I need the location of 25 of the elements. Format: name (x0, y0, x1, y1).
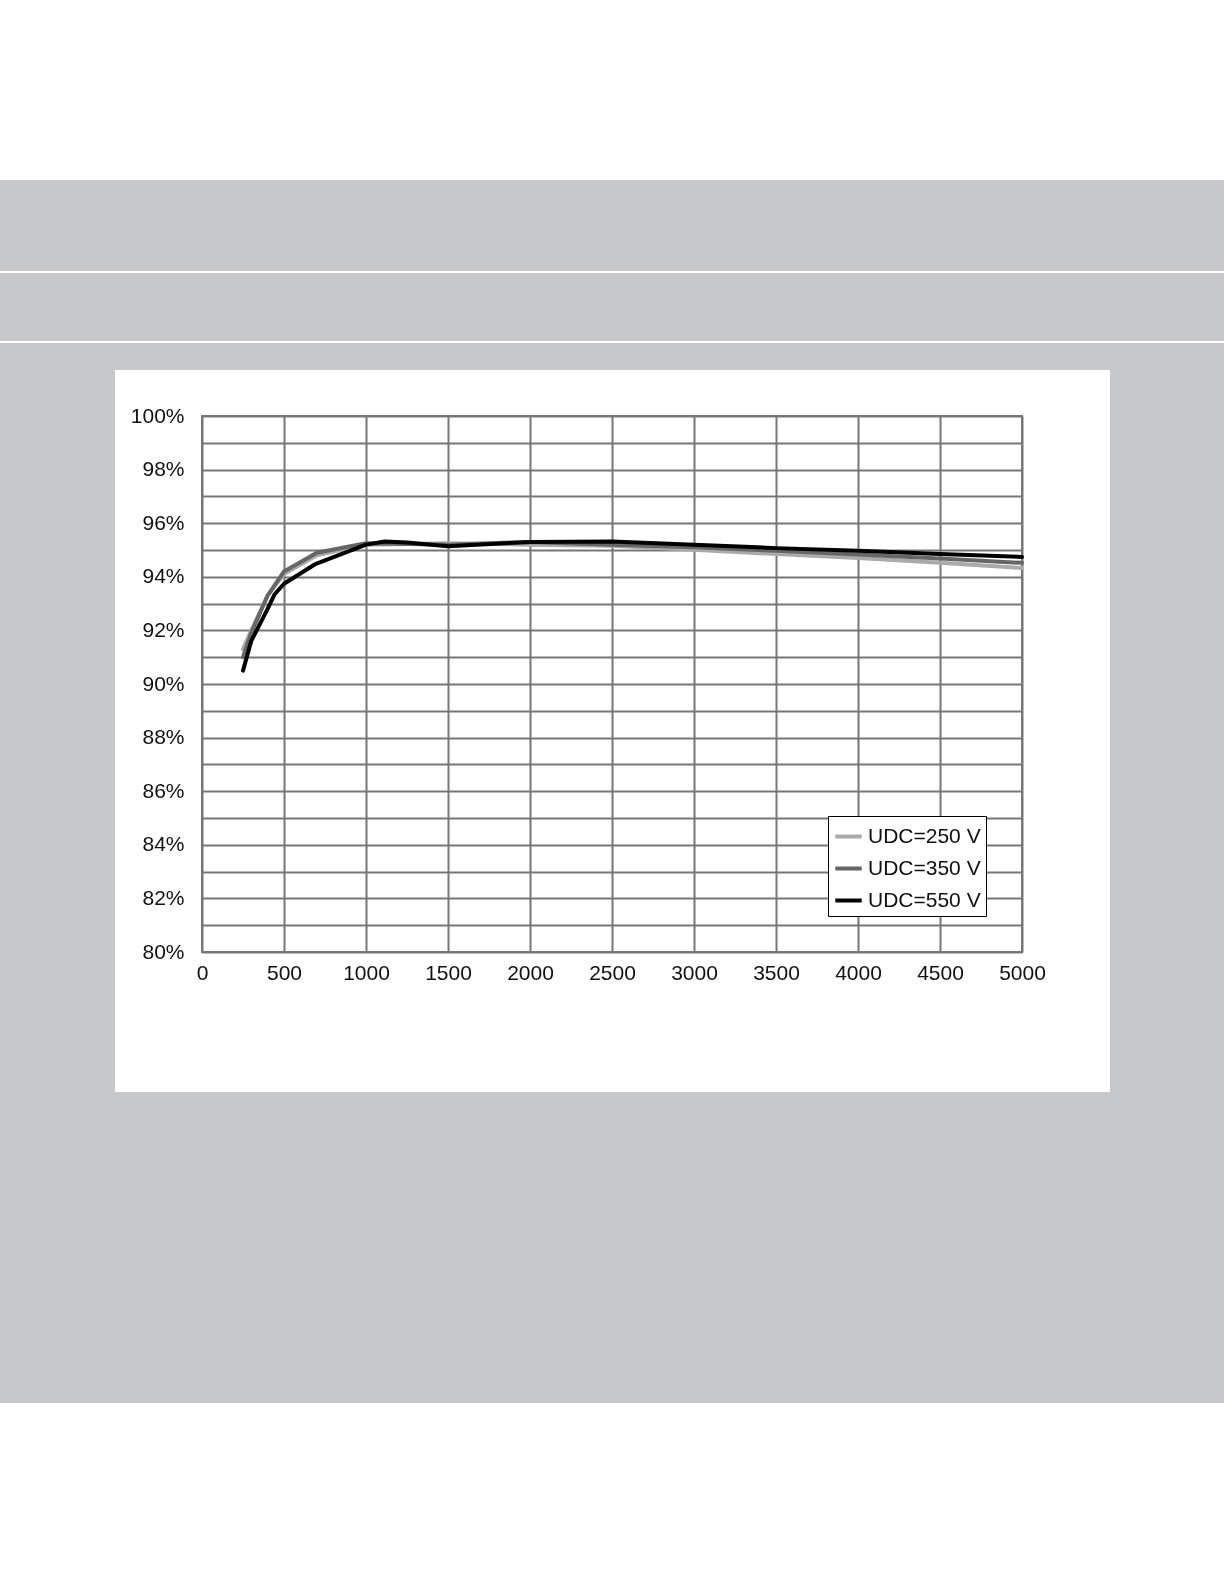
x-tick-label: 2000 (507, 960, 554, 984)
y-tick-label: 86% (142, 778, 185, 802)
y-tick-label: 84% (142, 832, 185, 856)
y-tick-label: 98% (142, 457, 185, 481)
x-tick-label: 3000 (671, 960, 718, 984)
y-tick-label: 88% (142, 725, 185, 749)
x-tick-label: 0 (196, 960, 209, 984)
x-tick-label: 500 (266, 960, 303, 984)
y-tick-label: 80% (142, 939, 185, 963)
y-tick-label: 100% (130, 403, 185, 427)
x-tick-label: 3500 (753, 960, 800, 984)
x-tick-label: 1000 (343, 960, 390, 984)
x-tick-label: 4500 (917, 960, 964, 984)
x-tick-label: 2500 (589, 960, 636, 984)
y-tick-label: 82% (142, 885, 185, 909)
x-tick-label: 1500 (425, 960, 472, 984)
y-tick-label: 90% (142, 671, 185, 695)
y-tick-label: 92% (142, 617, 185, 641)
y-tick-label: 96% (142, 510, 185, 534)
legend-label: UDC=350 V (868, 855, 981, 879)
legend-label: UDC=250 V (868, 823, 981, 847)
y-tick-label: 94% (142, 564, 185, 588)
x-tick-label: 4000 (835, 960, 882, 984)
legend-label: UDC=550 V (868, 887, 981, 911)
x-tick-label: 5000 (999, 960, 1046, 984)
